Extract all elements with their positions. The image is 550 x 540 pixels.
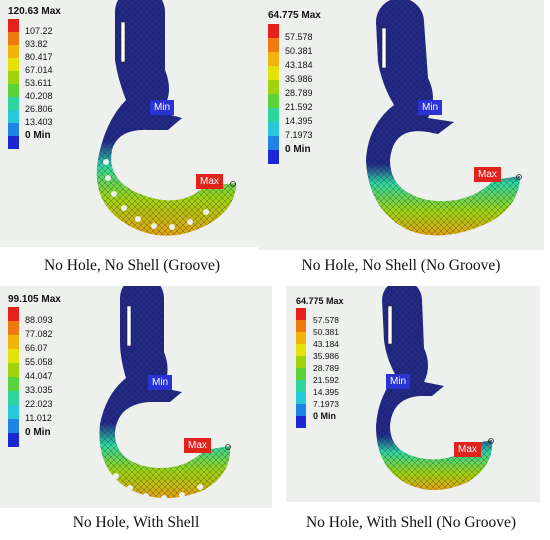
legend-value: 93.82 (25, 39, 48, 49)
legend-value: 35.986 (285, 74, 313, 84)
legend-value: 57.578 (313, 315, 339, 325)
legend-value: 28.789 (285, 88, 313, 98)
result-panel-4: Min Max 64.775 Max 57.578 50.381 43.184 … (286, 286, 540, 502)
legend-value: 14.395 (285, 116, 313, 126)
hook-model-shell (99, 286, 231, 501)
min-tag: Min (150, 100, 175, 115)
legend-min-label: 0 Min (25, 130, 51, 141)
legend-value: 67.014 (25, 65, 53, 75)
legend-value: 33.035 (25, 385, 53, 395)
min-tag: Min (418, 100, 443, 115)
legend-1: 120.63 Max 107.22 93.82 80.417 67.014 53… (8, 6, 88, 149)
legend-value: 50.381 (313, 327, 339, 337)
legend-min-label: 0 Min (285, 144, 311, 155)
caption-2: No Hole, No Shell (No Groove) (301, 257, 501, 274)
caption-3: No Hole, With Shell (72, 514, 200, 531)
legend-value: 88.093 (25, 315, 53, 325)
max-tag: Max (196, 174, 223, 189)
caption-1: No Hole, No Shell (Groove) (43, 257, 221, 274)
legend-max-label: 120.63 Max (8, 6, 61, 17)
legend-value: 28.789 (313, 363, 339, 373)
legend-value: 14.395 (313, 387, 339, 397)
result-panel-2: Min Max 64.775 Max 57.578 50.381 43.184 … (258, 0, 544, 250)
legend-value: 40.208 (25, 91, 53, 101)
legend-value: 11.012 (25, 413, 52, 423)
max-tag: Max (184, 438, 211, 453)
legend-value: 26.806 (25, 104, 53, 114)
legend-value: 43.184 (285, 60, 313, 70)
legend-min-label: 0 Min (313, 411, 337, 421)
legend-value: 44.047 (25, 371, 53, 381)
legend-value: 43.184 (313, 339, 339, 349)
legend-value: 13.403 (25, 117, 53, 127)
caption-4: No Hole, With Shell (No Groove) (305, 514, 517, 531)
legend-4: 64.775 Max 57.578 50.381 43.184 35.986 2… (296, 296, 376, 432)
legend-2: 64.775 Max 57.578 50.381 43.184 35.986 2… (268, 10, 348, 164)
legend-value: 21.592 (313, 375, 339, 385)
legend-value: 66.07 (25, 343, 48, 353)
legend-value: 77.082 (25, 329, 53, 339)
legend-max-label: 99.105 Max (8, 294, 61, 305)
legend-value: 7.1973 (285, 130, 313, 140)
legend-max-label: 64.775 Max (268, 10, 321, 21)
legend-value: 35.986 (313, 351, 339, 361)
legend-value: 55.058 (25, 357, 53, 367)
legend-value: 80.417 (25, 52, 53, 62)
legend-value: 22.023 (25, 399, 53, 409)
legend-value: 53.611 (25, 78, 52, 88)
min-tag: Min (386, 374, 411, 389)
result-panel-1: Min Max 120.63 Max 107.22 93.82 80.417 6… (0, 0, 264, 247)
max-tag: Max (474, 167, 501, 182)
legend-max-label: 64.775 Max (296, 296, 344, 306)
min-tag: Min (148, 375, 173, 390)
legend-value: 7.1973 (313, 399, 339, 409)
legend-value: 57.578 (285, 32, 313, 42)
result-panel-3: Min Max 99.105 Max 88.093 77.082 66.07 5… (0, 286, 272, 508)
legend-3: 99.105 Max 88.093 77.082 66.07 55.058 44… (8, 294, 88, 447)
max-tag: Max (454, 442, 481, 457)
hook-model-shell-no-groove (376, 286, 494, 490)
hook-model-groove (96, 0, 236, 236)
hook-model-no-groove (366, 0, 522, 236)
legend-value: 21.592 (285, 102, 313, 112)
legend-value: 50.381 (285, 46, 313, 56)
legend-min-label: 0 Min (25, 427, 51, 438)
legend-value: 107.22 (25, 26, 53, 36)
